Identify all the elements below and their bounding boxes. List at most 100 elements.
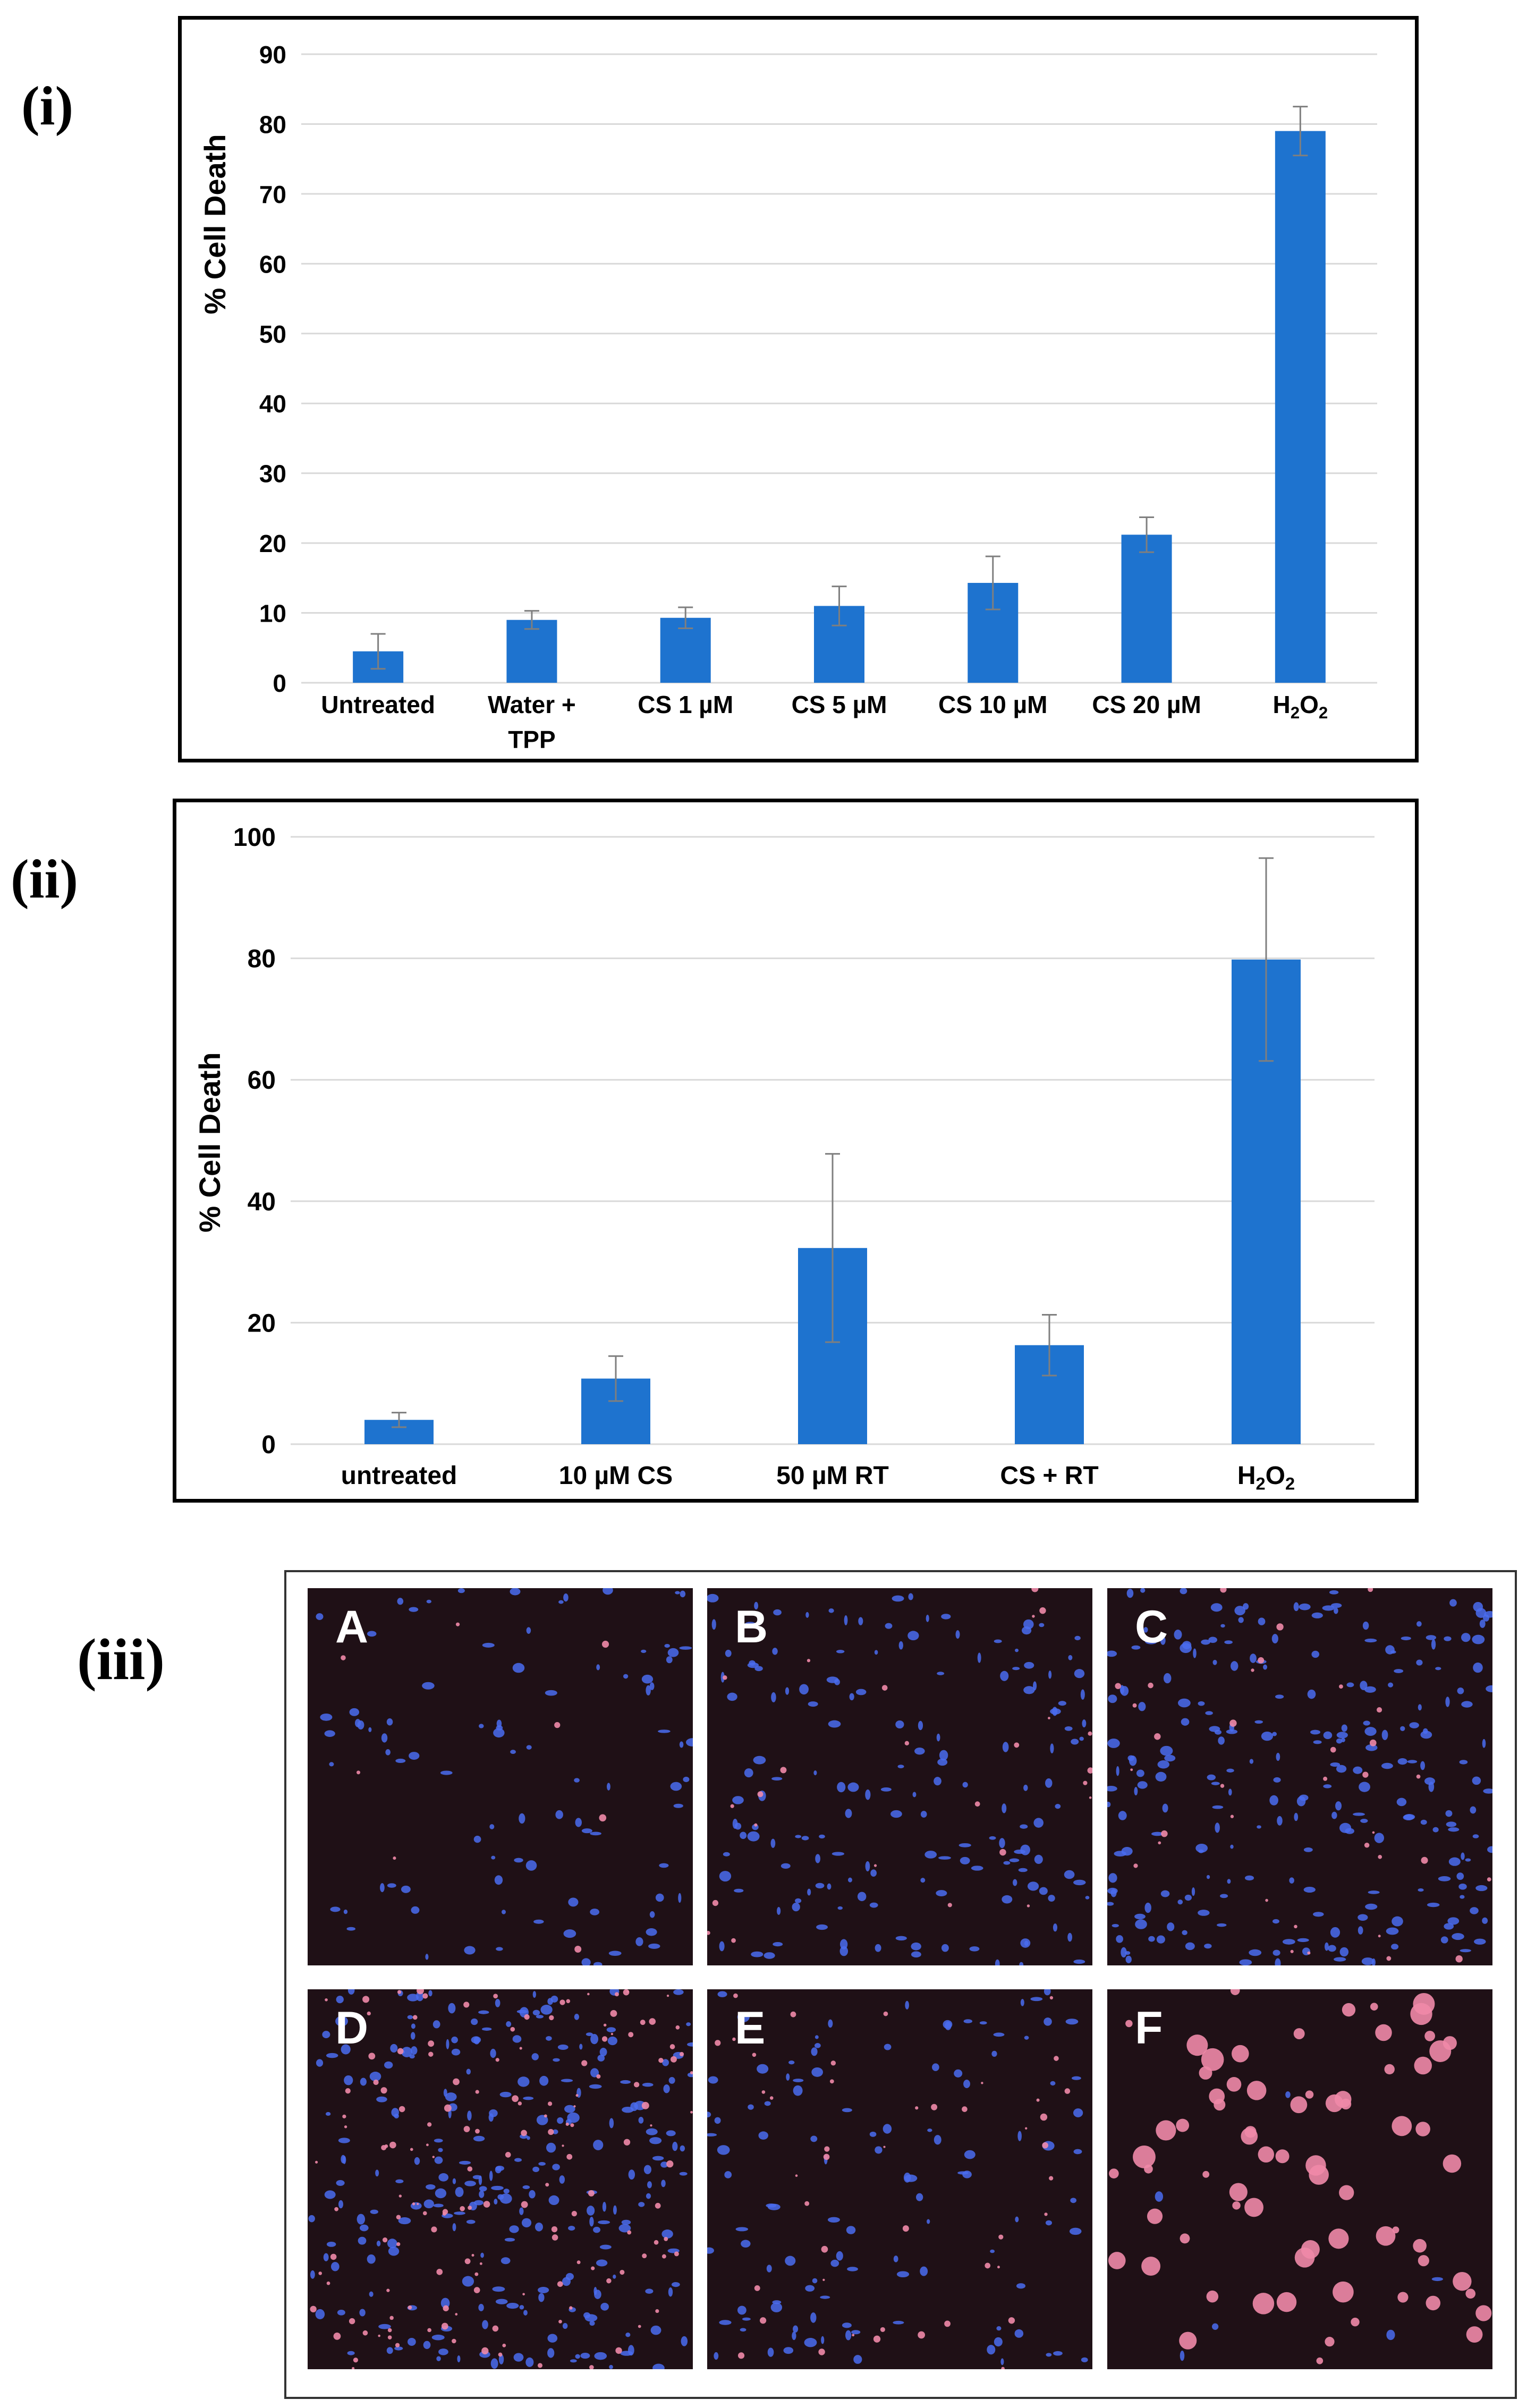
blue-cell: [1177, 1900, 1183, 1905]
pink-cell: [1083, 1780, 1088, 1785]
blue-cell: [914, 1747, 925, 1755]
blue-cell: [811, 2047, 818, 2056]
pink-cell: [666, 1994, 669, 1997]
chart-i-bar: [506, 620, 557, 683]
blue-cell: [522, 2185, 530, 2190]
pink-cell: [387, 2335, 392, 2339]
blue-cell: [545, 1690, 557, 1696]
pink-cell: [1133, 1863, 1138, 1868]
pink-cell: [342, 2114, 346, 2118]
blue-cell: [436, 2356, 441, 2361]
blue-cell: [1174, 1629, 1182, 1640]
blue-cell: [387, 1883, 396, 1888]
pink-cell: [599, 1814, 607, 1822]
pink-cell: [417, 2203, 419, 2206]
blue-cell: [574, 1778, 580, 1783]
blue-cell: [452, 2223, 456, 2232]
chart-ii-ytick-label: 80: [248, 945, 276, 973]
blue-cell: [1388, 1682, 1394, 1688]
blue-cell: [337, 2309, 345, 2316]
blue-cell: [936, 1890, 947, 1897]
blue-cell: [1214, 1729, 1222, 1735]
blue-cell: [1244, 1875, 1254, 1881]
chart-i-ytick-label: 40: [259, 390, 286, 418]
chart-i-category-label: Untreated: [321, 691, 435, 718]
pink-cell: [761, 2090, 766, 2094]
pink-cell: [427, 2328, 431, 2333]
blue-cell: [1067, 1932, 1073, 1942]
blue-cell: [589, 2217, 594, 2227]
pink-cell: [830, 2061, 836, 2066]
blue-cell: [1460, 1895, 1465, 1899]
pink-cell: [655, 2202, 661, 2209]
blue-cell: [1271, 1634, 1278, 1643]
chart-i-ytick-label: 30: [259, 460, 286, 488]
pink-cell: [1453, 2271, 1472, 2291]
pink-cell: [1147, 2208, 1163, 2224]
blue-cell: [1079, 1736, 1084, 1741]
blue-cell: [563, 1593, 569, 1602]
pink-cell: [1330, 1746, 1336, 1753]
blue-cell: [1009, 1858, 1020, 1862]
blue-cell: [740, 1832, 747, 1839]
blue-cell: [920, 1878, 926, 1883]
pink-cell: [818, 2348, 825, 2355]
blue-cell: [523, 2096, 534, 2100]
blue-cell: [805, 2285, 815, 2292]
blue-cell: [941, 1614, 951, 1620]
blue-cell: [650, 2325, 661, 2335]
blue-cell: [438, 2148, 443, 2152]
blue-cell: [423, 2199, 434, 2209]
blue-cell: [741, 2240, 751, 2248]
blue-cell: [324, 2190, 336, 2199]
pink-cell: [614, 1992, 619, 1997]
blue-cell: [467, 2110, 472, 2121]
blue-cell: [496, 1719, 502, 1728]
pink-cell: [467, 2166, 473, 2172]
pink-cell: [341, 1655, 346, 1660]
blue-cell: [707, 2133, 717, 2136]
pink-cell: [545, 2183, 549, 2187]
blue-cell: [426, 1599, 431, 1604]
pink-cell: [479, 2262, 482, 2265]
blue-cell: [609, 2118, 614, 2129]
pink-cell: [610, 2033, 614, 2036]
blue-cell: [459, 2160, 471, 2165]
blue-cell: [1359, 1782, 1370, 1792]
pink-cell: [1466, 2326, 1483, 2343]
pink-cell: [1186, 2034, 1208, 2056]
pink-cell: [398, 2194, 402, 2198]
blue-cell: [1323, 1731, 1333, 1740]
pink-cell: [1042, 2142, 1048, 2149]
blue-cell: [555, 1810, 563, 1819]
blue-cell: [376, 2241, 381, 2246]
blue-cell: [479, 2190, 485, 2198]
pink-cell: [944, 2320, 951, 2327]
blue-cell: [451, 2048, 461, 2056]
blue-cell: [908, 1593, 913, 1600]
blue-cell: [536, 2115, 548, 2125]
pink-cell: [606, 2278, 612, 2284]
pink-cell: [428, 2051, 434, 2057]
blue-cell: [357, 2214, 366, 2225]
blue-cell: [344, 2075, 353, 2085]
blue-cell: [714, 2352, 719, 2360]
blue-cell: [747, 1831, 760, 1842]
pink-cell: [1275, 2149, 1290, 2164]
pink-cell: [521, 2201, 528, 2208]
blue-cell: [770, 2302, 783, 2312]
blue-cell: [613, 2205, 617, 2215]
blue-cell: [596, 2259, 608, 2267]
blue-cell: [501, 1910, 506, 1914]
blue-cell: [920, 2266, 928, 2276]
blue-cell: [1157, 1760, 1170, 1769]
blue-cell: [641, 1649, 647, 1653]
blue-cell: [395, 2179, 404, 2184]
blue-cell: [1048, 1895, 1055, 1902]
blue-cell: [1182, 1930, 1187, 1935]
blue-cell: [1045, 2220, 1052, 2226]
blue-cell: [326, 2241, 336, 2247]
blue-cell: [359, 2309, 366, 2317]
blue-cell: [837, 1782, 846, 1793]
blue-cell: [335, 2016, 348, 2027]
